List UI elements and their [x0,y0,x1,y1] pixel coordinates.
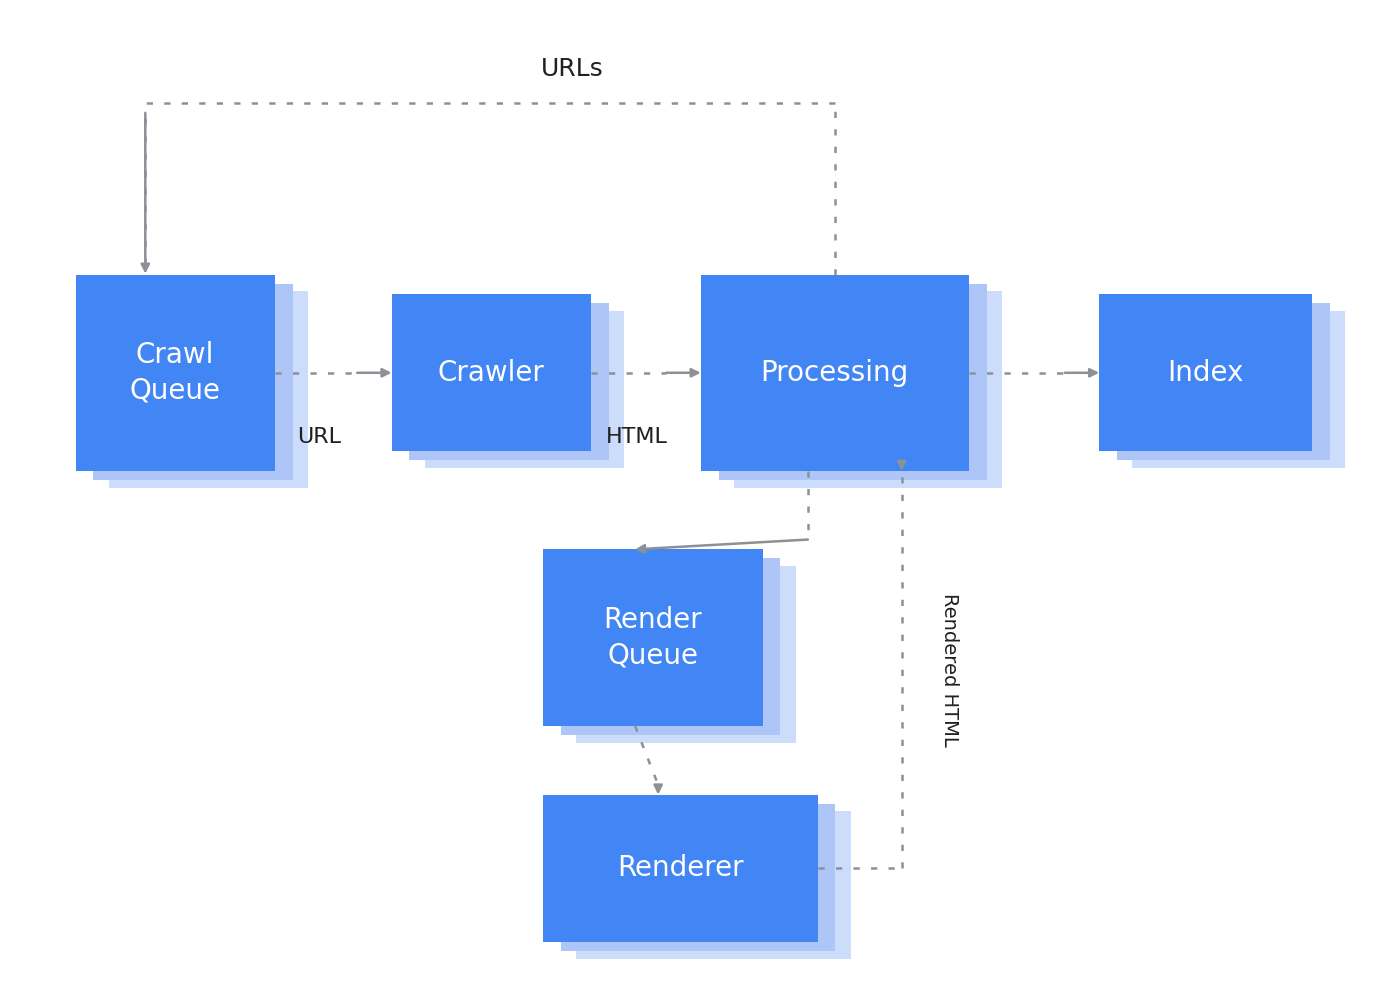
FancyBboxPatch shape [561,558,780,735]
Text: URL: URL [297,427,341,446]
FancyBboxPatch shape [701,275,969,471]
FancyBboxPatch shape [734,291,1002,488]
FancyBboxPatch shape [543,549,763,726]
Text: Crawl
Queue: Crawl Queue [129,341,221,404]
FancyBboxPatch shape [93,284,293,480]
Text: Render
Queue: Render Queue [603,606,702,669]
FancyBboxPatch shape [719,284,987,480]
Text: Processing: Processing [761,359,908,387]
FancyBboxPatch shape [109,291,308,488]
Text: HTML: HTML [606,427,668,446]
Text: Crawler: Crawler [438,359,544,387]
FancyBboxPatch shape [561,803,835,951]
Text: Renderer: Renderer [617,854,743,882]
FancyBboxPatch shape [409,303,609,460]
FancyBboxPatch shape [543,795,818,942]
FancyBboxPatch shape [1099,294,1312,451]
FancyBboxPatch shape [76,275,275,471]
Text: Rendered HTML: Rendered HTML [940,593,959,747]
FancyBboxPatch shape [425,311,624,468]
Text: URLs: URLs [541,58,603,81]
FancyBboxPatch shape [576,566,796,743]
FancyBboxPatch shape [1117,303,1330,460]
FancyBboxPatch shape [1132,311,1345,468]
FancyBboxPatch shape [392,294,591,451]
Text: Index: Index [1168,359,1243,387]
FancyBboxPatch shape [576,811,851,958]
